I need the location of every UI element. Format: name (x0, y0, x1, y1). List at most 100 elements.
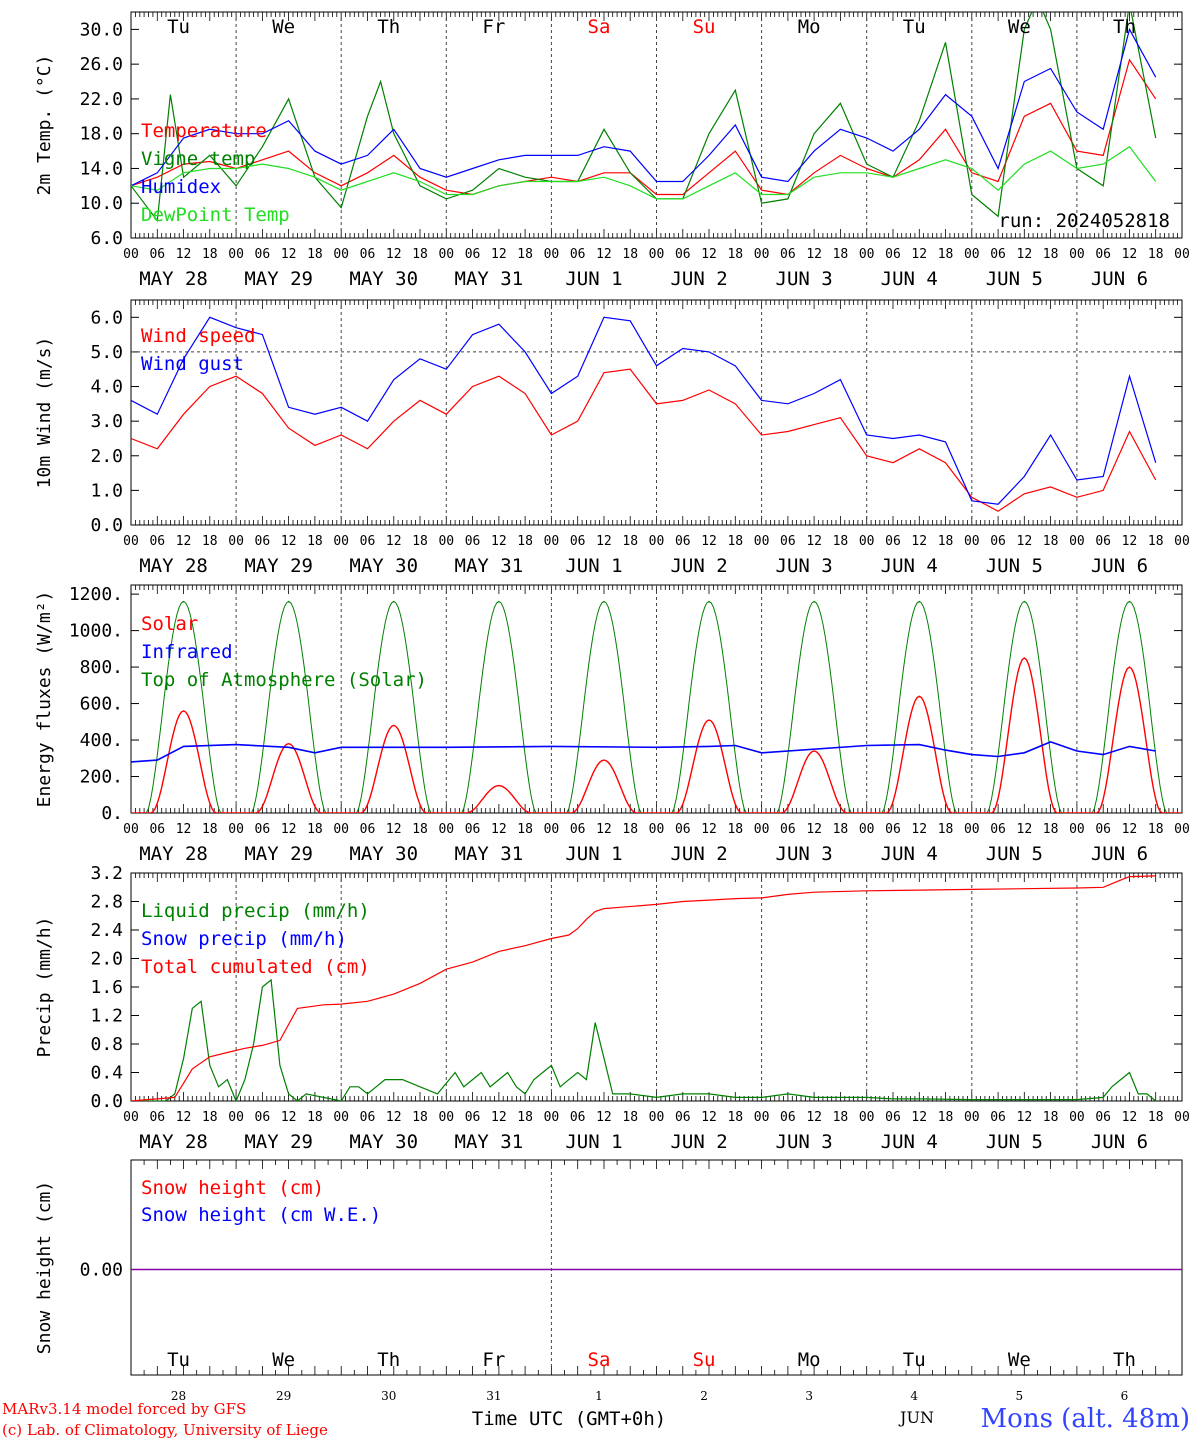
hour-label: 12 (701, 247, 717, 262)
hour-label: 18 (202, 822, 218, 837)
date-label: JUN 5 (986, 268, 1043, 290)
hour-label: 00 (333, 1110, 349, 1125)
hour-label: 18 (412, 534, 428, 549)
date-label: MAY 31 (455, 1131, 524, 1153)
date-label: JUN 4 (881, 843, 938, 865)
hour-label: 18 (938, 1110, 954, 1125)
hour-label: 18 (938, 247, 954, 262)
hour-label: 00 (649, 1110, 665, 1125)
hour-label: 18 (833, 247, 849, 262)
hour-label: 06 (149, 1110, 165, 1125)
date-label: JUN 2 (670, 555, 727, 577)
hour-label: 00 (333, 247, 349, 262)
hour-label: 06 (255, 247, 271, 262)
y-tick-label: 2.4 (90, 920, 123, 941)
hour-label: 06 (255, 1110, 271, 1125)
hour-label: 00 (754, 822, 770, 837)
date-label: JUN 6 (1091, 843, 1148, 865)
hour-label: 18 (202, 534, 218, 549)
hour-label: 00 (438, 247, 454, 262)
y-axis-title: Snow height (cm) (34, 1181, 55, 1354)
date-label: MAY 30 (349, 268, 418, 290)
y-tick-label: 5.0 (90, 342, 123, 363)
x-axis-title: Time UTC (GMT+0h) (472, 1408, 666, 1430)
hour-label: 12 (281, 822, 297, 837)
hour-label: 06 (780, 534, 796, 549)
hour-label: 12 (491, 247, 507, 262)
date-label: JUN 2 (670, 843, 727, 865)
hour-label: 00 (649, 822, 665, 837)
hour-ticks (130, 300, 1183, 525)
hour-label: 06 (570, 1110, 586, 1125)
series-toa-solar (131, 600, 1182, 813)
day-name-top: Th (377, 16, 400, 38)
y-tick-label: 26.0 (80, 54, 123, 75)
hour-label: 00 (438, 1110, 454, 1125)
hour-label: 18 (307, 247, 323, 262)
hour-label: 18 (1148, 1110, 1164, 1125)
hour-label: 18 (727, 1110, 743, 1125)
hour-label: 06 (990, 247, 1006, 262)
day-name-bottom: We (272, 1349, 295, 1371)
footer-lab-line: (c) Lab. of Climatology, University of L… (2, 1421, 328, 1439)
hour-label: 00 (438, 822, 454, 837)
hour-label: 06 (885, 247, 901, 262)
date-label: JUN 5 (986, 555, 1043, 577)
hour-ticks (130, 1160, 1183, 1375)
legend-entry: Liquid precip (mm/h) (141, 900, 370, 922)
y-tick-label: 3.0 (90, 411, 123, 432)
hour-label: 06 (465, 534, 481, 549)
legend-entry: Wind gust (141, 353, 244, 375)
legend-entry: Infrared (141, 641, 233, 663)
legend-entry: Snow precip (mm/h) (141, 928, 347, 950)
hour-label: 06 (1095, 1110, 1111, 1125)
hour-label: 12 (176, 822, 192, 837)
hour-label: 18 (1043, 534, 1059, 549)
hour-ticks (130, 585, 1183, 813)
date-label: MAY 31 (455, 843, 524, 865)
hour-label: 00 (333, 822, 349, 837)
day-name-bottom: Th (1113, 1349, 1136, 1371)
date-label: MAY 29 (244, 555, 313, 577)
hour-label: 12 (596, 534, 612, 549)
hour-label: 06 (570, 534, 586, 549)
hour-label: 06 (570, 822, 586, 837)
hour-label: 00 (754, 534, 770, 549)
date-label: JUN 6 (1091, 1131, 1148, 1153)
series-liquid-precip-mm-h- (131, 978, 1157, 1101)
y-tick-label: 22.0 (80, 89, 123, 110)
day-name-bottom: Tu (167, 1349, 190, 1371)
hour-label: 12 (701, 822, 717, 837)
hour-label: 18 (202, 1110, 218, 1125)
hour-label: 00 (544, 822, 560, 837)
y-tick-label: 14.0 (80, 158, 123, 179)
hour-label: 06 (360, 534, 376, 549)
hour-label: 18 (307, 1110, 323, 1125)
hour-label: 00 (544, 1110, 560, 1125)
day-number: 4 (910, 1389, 918, 1403)
series-total-cumulated-cm- (131, 875, 1156, 1101)
day-name-top: Th (1113, 16, 1136, 38)
panel-temp: 30.0 26.0 22.0 18.0 14.0 10.0 6.0 2m Temp. (°C)… (34, 11, 1190, 290)
day-name-top: Tu (167, 16, 190, 38)
series-humidex (131, 27, 1157, 187)
hour-label: 06 (675, 247, 691, 262)
series-temperature (131, 58, 1157, 196)
hour-label: 12 (281, 247, 297, 262)
day-number: 29 (276, 1389, 291, 1403)
y-tick-label: 2.8 (90, 892, 123, 913)
series-infrared (131, 741, 1156, 763)
day-name-bottom: Th (377, 1349, 400, 1371)
hour-label: 18 (202, 247, 218, 262)
date-label: MAY 28 (139, 1131, 208, 1153)
date-label: MAY 29 (244, 843, 313, 865)
hour-label: 12 (596, 247, 612, 262)
hour-label: 06 (255, 534, 271, 549)
hour-label: 12 (1017, 822, 1033, 837)
hour-label: 00 (228, 247, 244, 262)
date-label: MAY 31 (455, 268, 524, 290)
date-label: MAY 30 (349, 843, 418, 865)
panel-precip: 3.2 2.8 2.4 2.0 1.6 1.2 0.8 0.4 0.0 Precip (mm/h)… (34, 863, 1190, 1153)
date-label: JUN 2 (670, 268, 727, 290)
